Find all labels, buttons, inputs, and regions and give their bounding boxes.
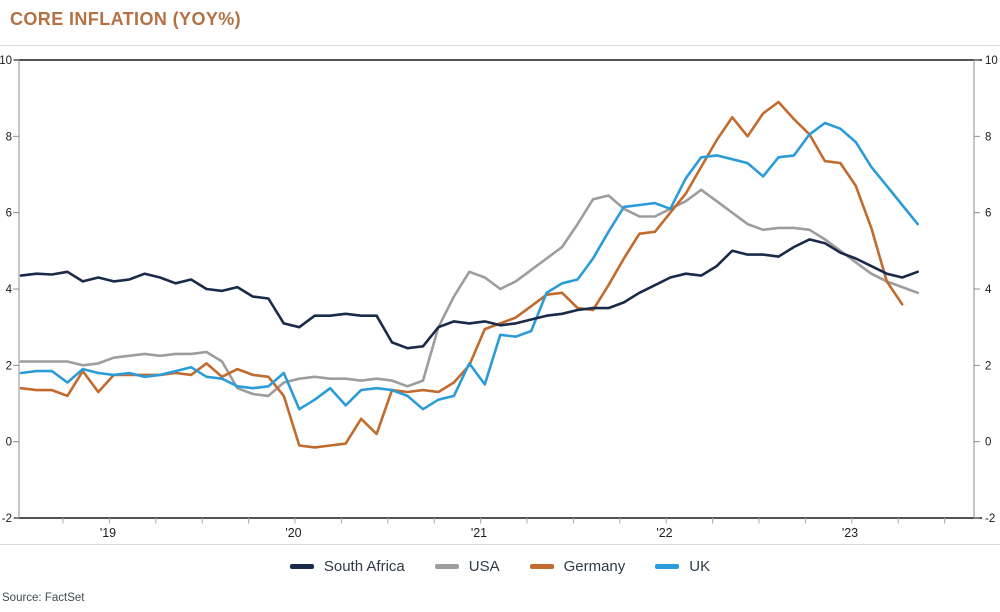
y-axis-label-right: 0	[985, 437, 991, 449]
legend-label: South Africa	[323, 558, 405, 575]
y-axis-label-right: -2	[985, 513, 995, 525]
y-axis-label-right: 10	[985, 55, 998, 67]
top-divider	[0, 45, 1000, 46]
y-axis-label-right: 6	[985, 208, 991, 220]
line-usa	[19, 188, 920, 398]
y-axis-label-left: 4	[6, 284, 13, 296]
legend-swatch	[655, 564, 680, 569]
legend-label: USA	[468, 558, 500, 575]
x-axis-label: '22	[656, 526, 672, 540]
y-axis-label-left: 0	[6, 437, 12, 449]
bottom-divider	[0, 544, 1000, 545]
line-uk	[19, 121, 920, 411]
y-axis-label-right: 2	[985, 360, 991, 372]
legend-item-usa: USA	[434, 558, 500, 575]
y-axis-label-left: 6	[6, 208, 12, 220]
y-axis-label-right: 8	[985, 131, 991, 143]
y-axis-label-right: 4	[985, 284, 992, 296]
line-south-africa	[19, 238, 920, 350]
legend-label: Germany	[563, 558, 626, 575]
chart-legend: South Africa USA Germany UK	[0, 558, 1000, 575]
source-note: Source: FactSet	[2, 592, 85, 604]
y-axis-label-left: 10	[0, 55, 12, 67]
x-axis-label: '19	[100, 526, 116, 540]
legend-item-germany: Germany	[529, 558, 626, 575]
legend-label: UK	[689, 558, 711, 575]
y-axis-label-left: 8	[6, 131, 12, 143]
legend-swatch	[529, 564, 554, 569]
x-axis-label: '20	[285, 526, 301, 540]
y-axis-label-left: -2	[2, 513, 12, 525]
y-axis-label-left: 2	[6, 360, 12, 372]
legend-item-uk: UK	[655, 558, 710, 575]
legend-swatch	[289, 564, 314, 569]
x-axis-label: '23	[842, 526, 858, 540]
legend-swatch	[434, 564, 459, 569]
x-axis-label: '21	[471, 526, 487, 540]
page-title: CORE INFLATION (YOY%)	[10, 9, 242, 29]
legend-item-south-africa: South Africa	[289, 558, 405, 575]
